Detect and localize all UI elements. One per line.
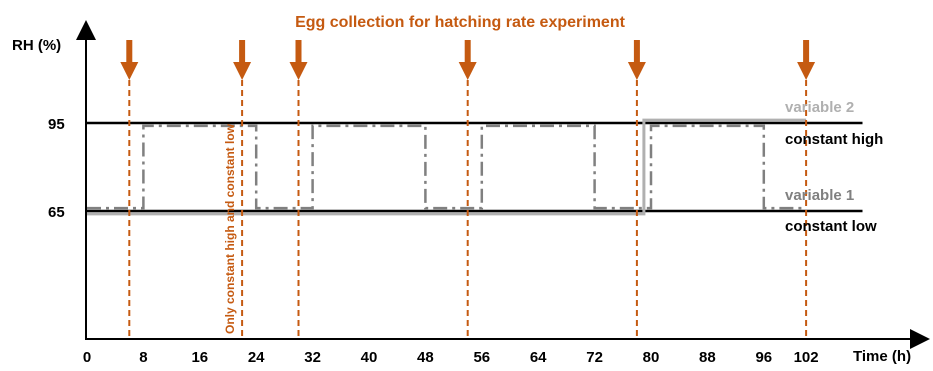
series-variable-1 [87, 124, 807, 210]
collection-arrow-shaft [633, 40, 640, 64]
collection-arrow-icon [797, 62, 816, 80]
collection-arrow-icon [458, 62, 477, 80]
x-tick-label: 80 [643, 349, 660, 366]
y-tick-label: 95 [48, 116, 65, 133]
collection-arrow-shaft [239, 40, 246, 64]
collection-arrow-icon [120, 62, 139, 80]
egg-collection-markers [120, 40, 816, 339]
collection-arrow-shaft [803, 40, 810, 64]
y-tick-labels: 65 95 [48, 116, 65, 221]
series-lines [87, 118, 863, 216]
collection-arrow-icon [289, 62, 308, 80]
x-tick-label: 8 [139, 349, 147, 366]
x-tick-label: 32 [304, 349, 321, 366]
constant-low-label: constant low [785, 218, 877, 235]
x-tick-label: 88 [699, 349, 716, 366]
y-tick-label: 65 [48, 204, 65, 221]
x-tick-label: 72 [586, 349, 603, 366]
annotation-only-constant: Only constant high and constant low [223, 123, 237, 334]
collection-arrow-icon [233, 62, 252, 80]
x-tick-label: 56 [473, 349, 490, 366]
chart-title: Egg collection for hatching rate experim… [295, 14, 626, 31]
x-tick-labels: 0 8 16 24 32 40 48 56 64 72 80 88 96 102 [83, 349, 819, 366]
x-axis-label: Time (h) [853, 348, 911, 365]
y-axis-label: RH (%) [12, 37, 61, 54]
collection-arrow-icon [627, 62, 646, 80]
x-tick-label: 96 [755, 349, 772, 366]
collection-arrow-shaft [126, 40, 133, 64]
x-tick-label: 0 [83, 349, 91, 366]
x-tick-label: 40 [361, 349, 378, 366]
x-tick-label: 16 [191, 349, 208, 366]
x-tick-label: 24 [248, 349, 265, 366]
variable1-label: variable 1 [785, 187, 854, 204]
x-tick-label: 102 [794, 349, 819, 366]
variable2-label: variable 2 [785, 99, 854, 116]
series-variable-2 [87, 118, 807, 216]
constant-high-label: constant high [785, 131, 883, 148]
collection-arrow-shaft [295, 40, 302, 64]
collection-arrow-shaft [464, 40, 471, 64]
x-tick-label: 64 [530, 349, 547, 366]
x-tick-label: 48 [417, 349, 434, 366]
